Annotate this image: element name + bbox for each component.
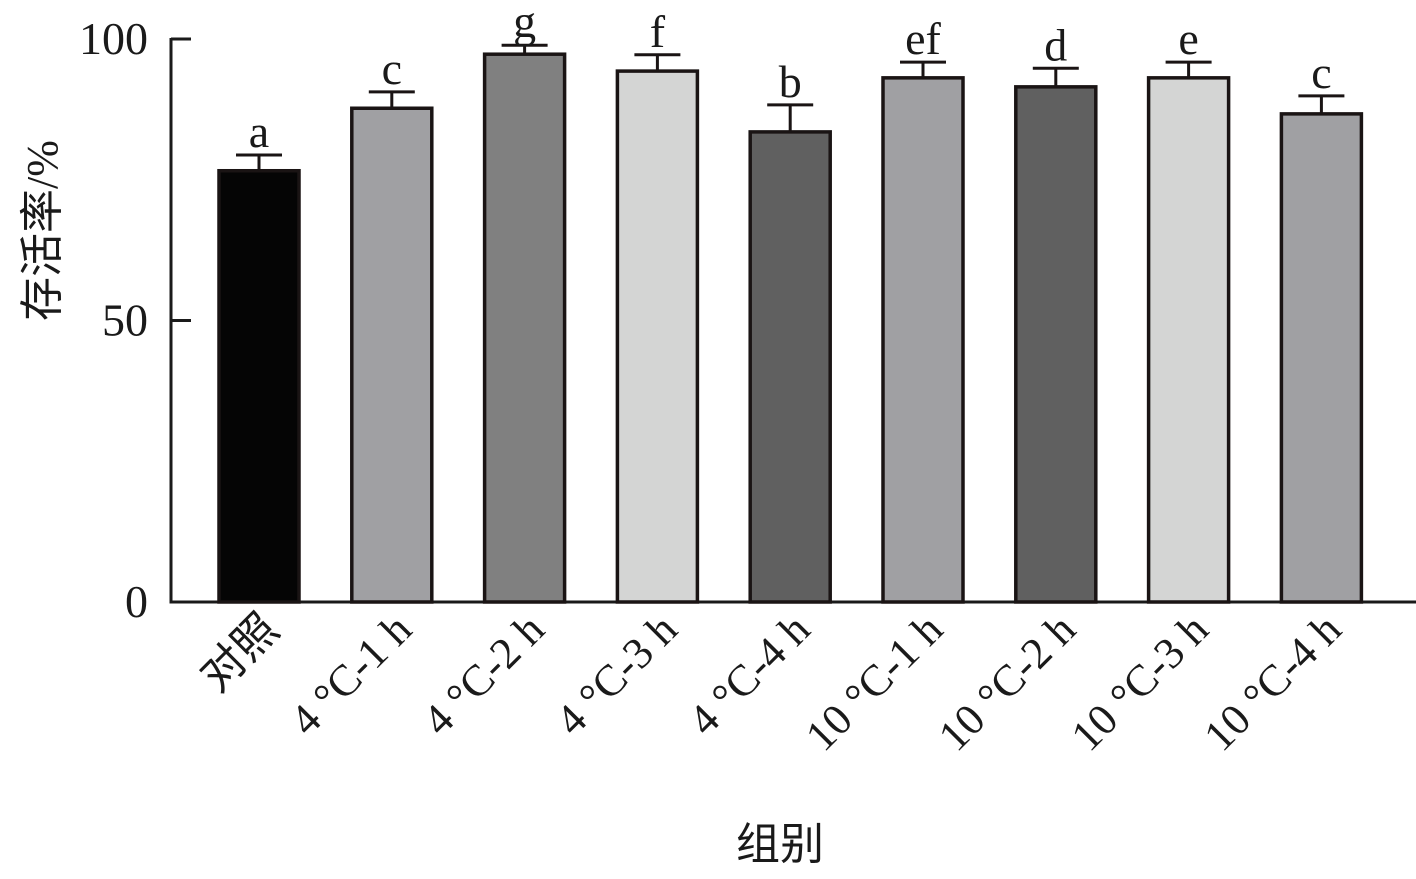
bar-group: f <box>615 6 700 604</box>
bar <box>615 69 700 604</box>
x-tick-label: 10 °C-2 h <box>929 604 1085 760</box>
x-tick-label: 对照 <box>191 604 288 701</box>
significance-letter: b <box>779 56 802 107</box>
x-axis-label: 组别 <box>736 820 824 869</box>
bar <box>748 130 832 604</box>
significance-letter: g <box>513 0 536 47</box>
bar-group: ef <box>881 13 965 604</box>
significance-letter: d <box>1044 19 1067 70</box>
significance-letter: c <box>382 43 402 94</box>
bar-group: b <box>748 56 832 604</box>
y-axis-label: 存活率/% <box>18 140 67 321</box>
significance-letter: f <box>650 6 666 57</box>
x-tick-label: 4 °C-1 h <box>280 604 420 744</box>
bar-group: c <box>350 43 434 604</box>
bar-group: d <box>1014 19 1098 604</box>
bar-group: a <box>217 106 301 604</box>
bar <box>881 76 965 604</box>
y-tick-label: 0 <box>125 576 148 627</box>
x-tick-label: 4 °C-2 h <box>413 604 553 744</box>
x-tick-labels: 对照4 °C-1 h4 °C-2 h4 °C-3 h4 °C-4 h10 °C-… <box>191 604 1350 760</box>
bars: a c g f b ef d e c <box>217 0 1364 604</box>
bar <box>217 168 301 604</box>
x-tick-label: 10 °C-4 h <box>1194 604 1350 760</box>
bar <box>482 52 567 604</box>
bar <box>1146 76 1231 604</box>
bar <box>350 106 434 604</box>
y-tick-label: 50 <box>102 295 148 346</box>
significance-letter: c <box>1311 47 1331 98</box>
bar-group: c <box>1279 47 1364 604</box>
x-tick-label: 4 °C-3 h <box>546 604 686 744</box>
bar <box>1014 85 1098 604</box>
bar-group: g <box>482 0 567 604</box>
significance-letter: a <box>249 106 269 157</box>
x-tick-label: 10 °C-1 h <box>796 604 952 760</box>
significance-letter: ef <box>905 13 941 64</box>
bar <box>1279 112 1364 604</box>
y-tick-label: 100 <box>79 13 148 64</box>
significance-letter: e <box>1178 13 1198 64</box>
bar-group: e <box>1146 13 1231 604</box>
x-tick-label: 10 °C-3 h <box>1062 604 1218 760</box>
